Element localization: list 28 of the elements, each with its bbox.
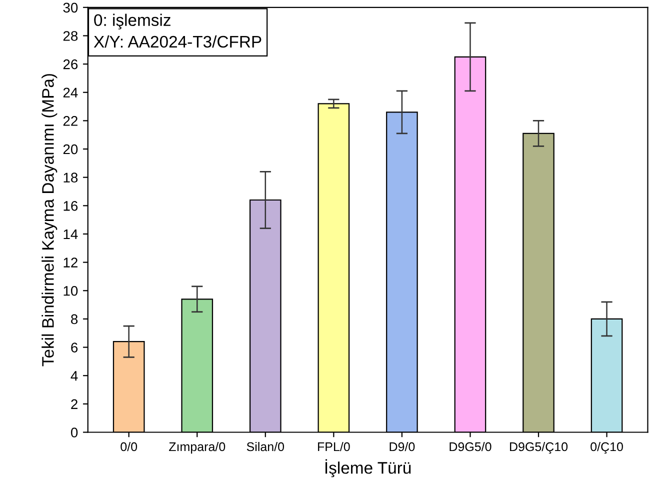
- y-tick-label: 24: [63, 88, 78, 98]
- y-tick-label: 0: [70, 428, 78, 438]
- y-tick-label: 26: [63, 59, 78, 70]
- y-tick-label: 14: [64, 229, 78, 240]
- y-tick-label: 20: [63, 144, 78, 154]
- y-tick-label: 2: [71, 399, 78, 409]
- y-tick-label: 22: [63, 116, 78, 126]
- y-tick-label: 10: [64, 286, 78, 296]
- x-tick-label: 0/0: [120, 442, 138, 452]
- y-axis-title: Tekil Bindirmeli Kayma Dayanımı (MPa): [42, 74, 58, 366]
- x-axis-title: İşleme Türü: [326, 459, 411, 478]
- y-tick-label: 4: [70, 371, 78, 381]
- x-tick-label: D9G5/0: [450, 442, 492, 452]
- y-tick-label: 30: [63, 2, 78, 13]
- y-tick-label: 18: [64, 172, 78, 183]
- y-tick-label: 28: [63, 31, 78, 41]
- y-tick-label: 8: [71, 314, 78, 324]
- x-tick-label: Silan/0: [246, 442, 284, 452]
- y-tick-label: 16: [64, 201, 78, 211]
- annotation: X/Y: AA2024-T3/CFRP: [94, 35, 262, 48]
- annotation: 0: işlemsiz: [94, 14, 170, 30]
- x-tick-label: FPL/0: [318, 442, 350, 452]
- y-tick-label: 12: [64, 258, 78, 268]
- x-tick-label: D9/0: [390, 442, 415, 452]
- x-tick-label: D9G5/Ç10: [510, 442, 568, 454]
- x-tick-label: Zımpara/0: [169, 442, 226, 454]
- y-tick-label: 6: [71, 342, 78, 352]
- x-tick-label: 0/Ç10: [590, 442, 623, 454]
